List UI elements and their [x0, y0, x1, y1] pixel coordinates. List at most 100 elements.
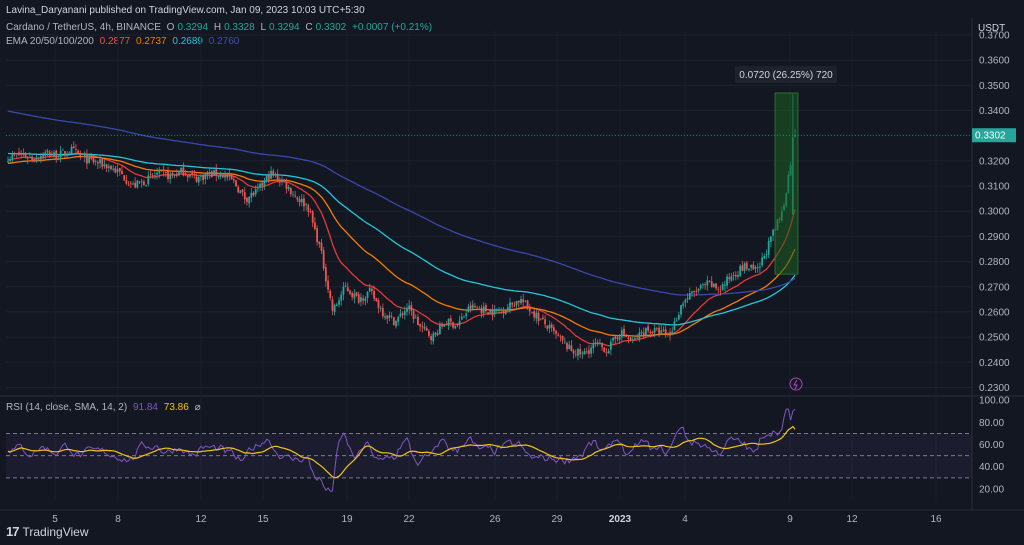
ema200-line — [7, 110, 796, 296]
symbol-line: Cardano / TetherUS, 4h, BINANCE O 0.3294 … — [6, 22, 435, 33]
candle-body — [48, 151, 51, 157]
ema-label[interactable]: EMA 20/50/100/200 — [6, 36, 94, 47]
candle-body — [478, 308, 481, 310]
candle-body — [414, 317, 417, 319]
candle-body — [449, 318, 452, 322]
time-tick-label: 19 — [341, 514, 353, 525]
rsi-tick-label: 20.00 — [979, 484, 1004, 495]
price-tick-label: 0.2700 — [979, 282, 1010, 293]
candle-body — [537, 312, 540, 322]
candle-body — [524, 300, 527, 302]
candle-body — [61, 149, 64, 151]
candle-body — [180, 167, 183, 173]
candle-body — [112, 168, 115, 170]
tradingview-logo-icon: 17 — [6, 524, 20, 539]
footer-brand[interactable]: TradingView — [22, 524, 89, 539]
candle-body — [710, 281, 713, 288]
candle-body — [743, 263, 746, 271]
candle-body — [460, 316, 463, 320]
candle-body — [469, 305, 472, 309]
candle-body — [445, 324, 448, 326]
candle-body — [456, 324, 459, 325]
candle-body — [153, 175, 156, 177]
symbol-title[interactable]: Cardano / TetherUS, 4h, BINANCE — [6, 22, 161, 33]
candle-body — [612, 337, 614, 341]
candle-body — [239, 190, 242, 194]
candle-body — [432, 333, 435, 342]
candle-body — [9, 159, 12, 161]
candle-body — [50, 155, 53, 157]
candle-body — [88, 156, 91, 163]
candle-body — [132, 183, 134, 185]
candle-body — [577, 348, 579, 356]
candle-body — [125, 180, 128, 184]
candle-body — [320, 242, 323, 251]
candle-body — [443, 324, 446, 327]
candle-body — [548, 325, 551, 329]
candle-body — [638, 332, 641, 340]
candle-body — [101, 158, 104, 167]
candle-body — [311, 211, 314, 223]
candle-body — [375, 298, 378, 302]
rsi-tick-label: 80.00 — [979, 418, 1004, 429]
candle-body — [11, 154, 14, 159]
rsi-label[interactable]: RSI (14, close, SMA, 14, 2) — [6, 402, 128, 413]
candle-body — [691, 291, 693, 294]
candle-body — [756, 267, 759, 269]
candle-body — [384, 316, 386, 318]
candle-body — [265, 175, 268, 182]
candle-body — [467, 306, 470, 313]
candle-body — [219, 173, 222, 177]
candle-body — [423, 326, 426, 329]
candle-body — [344, 285, 347, 287]
candle-body — [386, 315, 389, 319]
candle-body — [471, 304, 474, 309]
candle-body — [504, 310, 507, 315]
candle-body — [653, 328, 656, 333]
candle-body — [491, 309, 494, 316]
candle-body — [739, 265, 742, 277]
measure-label: 0.0720 (26.25%) 720 — [739, 70, 833, 81]
candle-body — [684, 299, 687, 303]
candle-body — [767, 240, 770, 255]
candle-body — [392, 317, 395, 326]
candle-body — [333, 305, 336, 313]
candle-body — [335, 304, 338, 306]
low-value: 0.3294 — [269, 22, 300, 33]
candle-body — [636, 338, 639, 340]
candle-body — [669, 332, 671, 336]
candle-body — [712, 283, 715, 288]
candle-body — [693, 291, 696, 293]
candle-body — [182, 167, 185, 176]
candle-body — [390, 316, 393, 317]
candle-body — [513, 305, 516, 307]
price-tick-label: 0.3700 — [979, 31, 1010, 42]
candle-body — [267, 175, 270, 180]
candle-body — [476, 307, 479, 309]
candle-body — [734, 274, 737, 277]
candle-body — [675, 320, 678, 322]
candle-body — [351, 292, 354, 297]
candle-body — [406, 308, 408, 312]
candle-body — [655, 328, 658, 330]
time-tick-label: 26 — [489, 514, 501, 525]
candle-body — [55, 150, 58, 160]
candle-body — [748, 269, 750, 271]
candle-body — [261, 182, 264, 187]
candle-body — [338, 300, 340, 305]
candle-body — [447, 318, 450, 326]
candle-body — [197, 176, 200, 183]
publisher-line: Lavina_Daryanani published on TradingVie… — [6, 5, 365, 16]
candle-body — [147, 175, 150, 185]
candle-body — [15, 153, 18, 155]
candle-body — [178, 170, 180, 175]
candle-body — [487, 312, 489, 315]
candle-body — [563, 341, 566, 343]
candle-body — [535, 312, 538, 319]
candle-body — [184, 174, 187, 176]
candle-body — [368, 287, 371, 292]
candle-body — [26, 157, 29, 159]
candle-body — [270, 170, 272, 179]
candle-body — [546, 325, 549, 329]
